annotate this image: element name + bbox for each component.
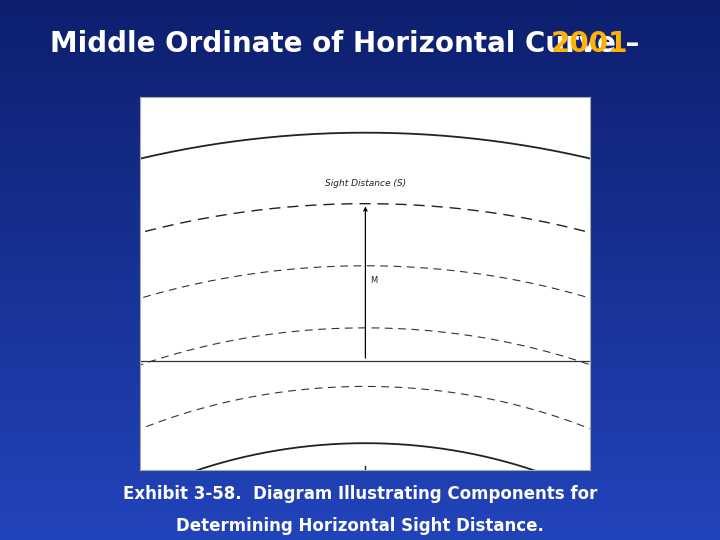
- Text: Determining Horizontal Sight Distance.: Determining Horizontal Sight Distance.: [176, 517, 544, 535]
- Text: Exhibit 3-58.  Diagram Illustrating Components for: Exhibit 3-58. Diagram Illustrating Compo…: [123, 485, 597, 503]
- Text: 2001: 2001: [551, 30, 628, 58]
- Text: Line of sight: Line of sight: [0, 539, 1, 540]
- Text: Centerline inside lane: Centerline inside lane: [0, 539, 1, 540]
- Text: M: M: [369, 276, 377, 285]
- Text: Middle Ordinate of Horizontal Curve –: Middle Ordinate of Horizontal Curve –: [50, 30, 649, 58]
- Text: Highway centerline: Highway centerline: [0, 539, 1, 540]
- Text: Sight Distance (S): Sight Distance (S): [325, 179, 406, 188]
- Bar: [357, 530, 374, 540]
- Text: Sight obstruction: Sight obstruction: [0, 539, 1, 540]
